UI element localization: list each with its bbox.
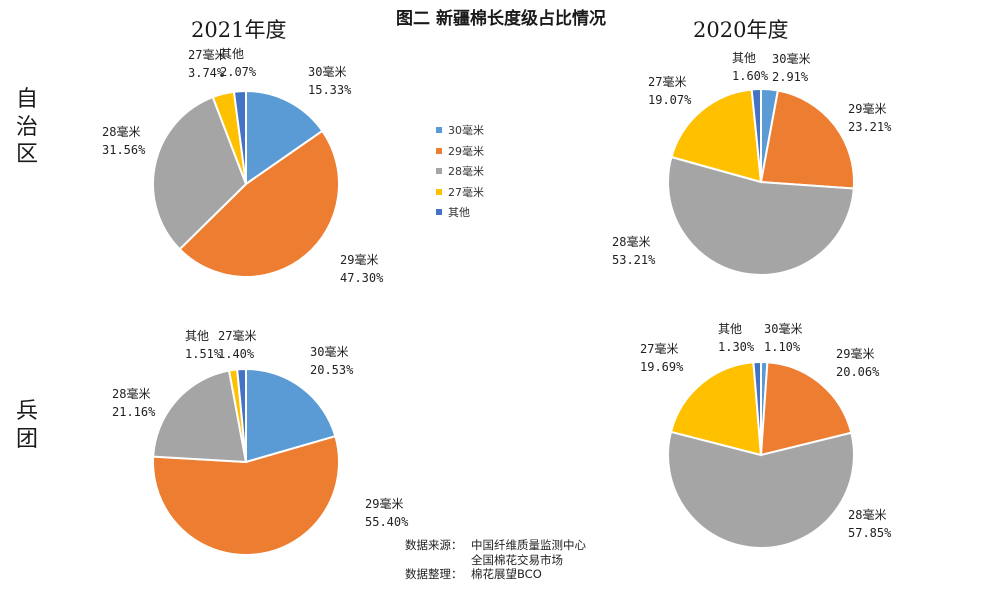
- legend-label: 29毫米: [448, 144, 484, 158]
- pie-slice: [152, 434, 340, 556]
- pie-slice: [232, 89, 247, 185]
- slice-category-label: 27毫米: [640, 341, 678, 356]
- slice-category-label: 27毫米: [188, 47, 226, 62]
- pie-slice: [245, 367, 337, 464]
- legend-item: 27毫米: [436, 182, 484, 203]
- slice-value-label: 19.69%: [640, 360, 684, 374]
- pie-slice: [152, 95, 248, 251]
- slice-category-label: 其他: [185, 329, 209, 343]
- year-title-2021: 2021年度: [191, 18, 287, 42]
- slice-category-label: 27毫米: [218, 328, 256, 343]
- slice-category-label: 30毫米: [310, 344, 348, 359]
- slice-category-label: 29毫米: [836, 346, 874, 361]
- compiled-by-value: 棉花展望BCO: [471, 567, 542, 581]
- legend-swatch: [436, 188, 442, 195]
- legend-swatch: [436, 147, 442, 154]
- slice-category-label: 28毫米: [612, 234, 650, 249]
- legend-label: 28毫米: [448, 165, 484, 179]
- pie-slice: [245, 89, 324, 186]
- slice-value-label: 3.74%: [188, 66, 225, 80]
- source-line-1: 中国纤维质量监测中心: [471, 538, 586, 552]
- pie-slice: [750, 87, 762, 183]
- slice-category-label: 29毫米: [365, 496, 403, 511]
- pie-slice: [236, 367, 247, 463]
- legend-label: 27毫米: [448, 185, 484, 199]
- pie-slice: [667, 430, 855, 549]
- legend-swatch: [436, 127, 442, 134]
- slice-value-label: 20.06%: [836, 365, 880, 379]
- legend-label: 30毫米: [448, 124, 484, 138]
- slice-value-label: 21.16%: [112, 405, 156, 419]
- legend-item: 28毫米: [436, 161, 484, 182]
- legend-item: 29毫米: [436, 141, 484, 162]
- legend-label: 其他: [448, 206, 470, 220]
- row-label-region: 自治区: [16, 86, 38, 169]
- slice-value-label: 15.33%: [308, 83, 352, 97]
- slice-category-label: 29毫米: [340, 252, 378, 267]
- legend-item: 其他: [436, 202, 484, 223]
- pie-slice: [759, 89, 855, 190]
- slice-value-label: 2.91%: [772, 70, 809, 84]
- slice-value-label: 1.51%: [185, 347, 222, 361]
- slice-value-label: 2.07%: [220, 65, 257, 79]
- slice-value-label: 19.07%: [648, 93, 692, 107]
- pie-slice: [669, 361, 763, 457]
- pie-slice: [152, 369, 248, 464]
- year-title-2020: 2020年度: [693, 18, 789, 42]
- slice-value-label: 53.21%: [612, 253, 656, 267]
- slice-category-label: 30毫米: [308, 64, 346, 79]
- slice-value-label: 23.21%: [848, 120, 892, 134]
- slice-value-label: 1.60%: [732, 69, 769, 83]
- slice-value-label: 31.56%: [102, 143, 146, 157]
- row-label-char: 治: [16, 114, 39, 140]
- slice-value-label: 47.30%: [340, 271, 384, 285]
- slice-category-label: 29毫米: [848, 101, 886, 116]
- slice-category-label: 28毫米: [102, 124, 140, 139]
- slice-category-label: 28毫米: [112, 386, 150, 401]
- chart-title: 图二 新疆棉长度级占比情况: [396, 9, 606, 29]
- pie-slice: [178, 129, 340, 278]
- pie-slice: [667, 155, 855, 276]
- pie-slice: [670, 88, 763, 184]
- slice-category-label: 30毫米: [764, 321, 802, 336]
- row-label-char: 团: [16, 426, 39, 452]
- legend-swatch: [436, 168, 442, 175]
- pie-slice: [759, 361, 853, 457]
- legend-swatch: [436, 209, 442, 216]
- slice-value-label: 1.40%: [218, 347, 255, 361]
- slice-value-label: 20.53%: [310, 363, 354, 377]
- slice-value-label: 55.40%: [365, 515, 409, 529]
- compiled-by-label: 数据整理：: [405, 567, 463, 581]
- slice-category-label: 27毫米: [648, 74, 686, 89]
- row-label-char: 兵: [16, 399, 39, 424]
- slice-value-label: 1.30%: [718, 340, 755, 354]
- slice-value-label: 1.10%: [764, 340, 801, 354]
- legend: 30毫米 29毫米 28毫米 27毫米其他: [436, 120, 484, 223]
- row-label-corps: 兵团: [16, 398, 38, 453]
- pie-slice: [752, 360, 762, 456]
- slice-category-label: 其他: [718, 322, 742, 336]
- source-line-2: 全国棉花交易市场: [471, 552, 563, 567]
- slice-category-label: 30毫米: [772, 51, 810, 66]
- slice-value-label: 57.85%: [848, 526, 892, 540]
- slice-category-label: 28毫米: [848, 507, 886, 522]
- data-source-note: 数据来源： 中国纤维质量监测中心 全国棉花交易市场 数据整理： 棉花展望BCO: [405, 538, 586, 582]
- slice-category-label: 其他: [732, 51, 756, 65]
- row-label-char: 区: [16, 142, 39, 167]
- legend-item: 30毫米: [436, 120, 484, 141]
- slice-category-label: 其他: [220, 47, 244, 61]
- row-label-char: 自: [16, 87, 39, 112]
- source-label: 数据来源：: [405, 538, 463, 552]
